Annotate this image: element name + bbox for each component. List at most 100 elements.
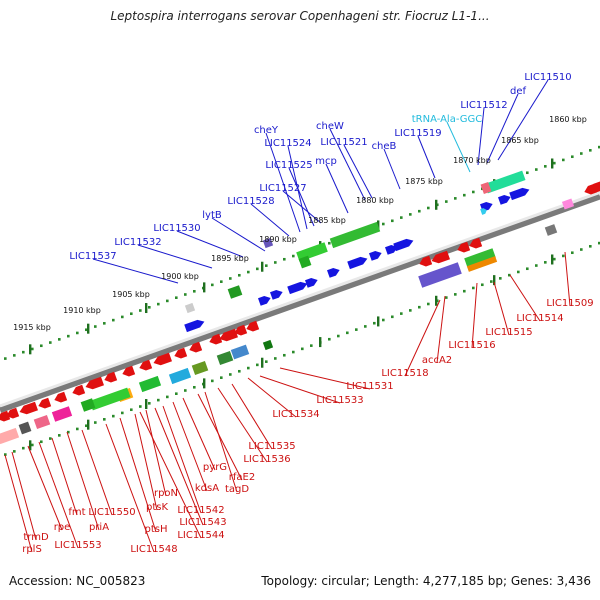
outer-scale-dots [193, 289, 196, 293]
scale-label: 1860 kbp [549, 115, 587, 124]
outer-scale-dots [292, 254, 295, 258]
inner-scale-dots [229, 373, 232, 376]
inner-scale-dots [4, 453, 7, 456]
inner-scale-dots-tick [87, 419, 90, 430]
label-LIC11550: LIC11550 [88, 507, 135, 518]
forward-gene-arrow [369, 251, 382, 261]
inner-scale-dots [112, 414, 115, 418]
inner-scale-dots [265, 360, 268, 363]
category-block [480, 181, 492, 195]
label-cheW-leader [329, 128, 366, 201]
label-LIC11544-leader [139, 411, 202, 539]
label-LIC11543-leader [154, 407, 204, 526]
inner-scale-dots [427, 302, 430, 306]
label-LIC11537: LIC11537 [69, 251, 116, 262]
forward-gene-arrow [393, 238, 414, 252]
inner-scale-dots-tick [435, 295, 438, 306]
inner-scale-dots [535, 264, 538, 267]
backbone-layer [0, 190, 600, 413]
outer-scale-dots [130, 312, 133, 316]
inner-scale-dots [490, 280, 493, 283]
page-title: Leptospira interrogans serovar Copenhage… [110, 9, 490, 23]
scale-label: 1890 kbp [259, 235, 297, 244]
outer-scale-dots [400, 216, 403, 219]
inner-scale-dots [211, 379, 214, 383]
reverse-gene-arrow [431, 250, 450, 264]
label-LIC11528: LIC11528 [227, 196, 274, 207]
scale-dots-layer [4, 145, 600, 456]
inner-scale-dots [148, 402, 151, 405]
inner-scale-dots [580, 248, 583, 251]
category-block [18, 421, 32, 435]
label-LIC11527: LIC11527 [259, 183, 306, 194]
label-LIC11509-leader [564, 251, 571, 307]
inner-scale-dots [157, 398, 160, 402]
category-block [89, 387, 131, 411]
inner-scale-dots [103, 418, 106, 421]
label-LIC11512-leader [477, 107, 485, 166]
backbone-shadow [0, 193, 600, 413]
outer-scale-dots [454, 197, 457, 200]
label-mcp: mcp [315, 156, 337, 167]
inner-scale-dots-tick [203, 378, 206, 389]
category-block [227, 285, 243, 299]
inner-scale-dots [418, 305, 421, 309]
outer-scale-dots [94, 325, 97, 328]
category-block [262, 237, 274, 249]
label-rplS-leader [4, 454, 33, 553]
inner-scale-dots [31, 443, 34, 447]
inner-scale-dots [544, 261, 547, 264]
reverse-gene-arrow [122, 365, 136, 377]
outer-scale-dots [4, 357, 7, 360]
trna-gene-arrow [480, 208, 487, 215]
label-rplS: rplS [22, 544, 42, 555]
outer-scale-dots [526, 171, 529, 175]
label-LIC11548: LIC11548 [130, 544, 177, 555]
outer-scale-dots-tick [87, 323, 90, 334]
category-block [484, 170, 526, 194]
label-rpoN: rpoN [154, 488, 178, 499]
outer-scale-dots [85, 328, 88, 332]
label-LIC11534: LIC11534 [272, 409, 319, 420]
category-block [418, 262, 462, 288]
forward-gene-arrow [270, 290, 283, 300]
label-pyrG: pyrG [203, 462, 227, 473]
reverse-gene-arrow [209, 333, 223, 345]
label-cheY-leader [265, 132, 301, 233]
label-LIC11514-leader [509, 274, 541, 322]
label-cheW: cheW [316, 121, 344, 132]
outer-scale-dots [571, 155, 574, 159]
label-LIC11530: LIC11530 [153, 223, 200, 234]
outer-scale-dots [220, 280, 223, 283]
label-LIC11532-leader [137, 244, 213, 269]
label-pyrG-leader [182, 397, 216, 471]
category-block [80, 398, 96, 412]
inner-scale-dots [40, 440, 43, 444]
label-LIC11519: LIC11519 [394, 128, 441, 139]
label-LIC11510-leader [497, 79, 549, 161]
inner-scale-dots [256, 363, 259, 367]
inner-scale-dots [49, 437, 52, 440]
category-block [262, 339, 274, 351]
label-tagD: tagD [225, 484, 249, 495]
label-tRNA-Ala-GGC: tRNA-Ala-GGC [412, 114, 483, 125]
label-rfaE2-leader [197, 393, 243, 481]
outer-scale-dots-tick [435, 199, 438, 210]
category-block [138, 375, 162, 393]
forward-gene-arrow [327, 268, 340, 278]
forward-gene-arrow [184, 319, 205, 333]
inner-scale-dots [598, 241, 600, 245]
inner-scale-dots [517, 270, 520, 274]
forward-gene-arrow [509, 187, 530, 201]
inner-scale-dots [166, 395, 169, 399]
label-cheB-leader [383, 148, 401, 190]
category-block [298, 255, 312, 269]
forward-gene-arrow [347, 256, 368, 270]
label-tRNA-Ala-GGC-leader [446, 121, 471, 173]
outer-scale-dots-tick [29, 344, 32, 355]
inner-scale-dots-tick [261, 357, 264, 368]
inner-scale-dots [571, 251, 574, 255]
inner-scale-dots [589, 245, 592, 248]
label-LIC11537-leader [92, 258, 179, 284]
